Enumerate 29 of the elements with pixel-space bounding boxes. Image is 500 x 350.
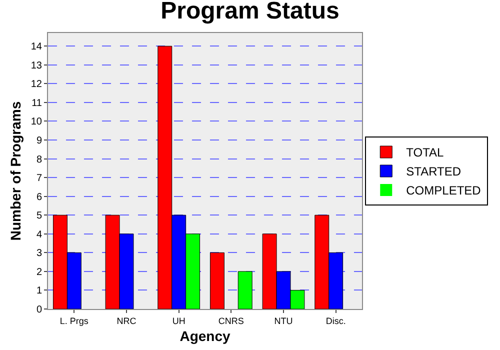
x-tick-label: L. Prgs bbox=[60, 316, 89, 326]
y-tick-label: 8 bbox=[36, 154, 42, 166]
y-tick-label: 3 bbox=[36, 248, 42, 260]
bar bbox=[238, 271, 252, 309]
y-tick-label: 14 bbox=[30, 42, 42, 53]
y-tick-label: 13 bbox=[30, 60, 42, 72]
x-tick-label: UH bbox=[172, 316, 186, 326]
legend-label: STARTED bbox=[406, 164, 462, 179]
y-tick-label: 2 bbox=[36, 266, 42, 278]
y-tick-label: 7 bbox=[36, 173, 42, 184]
x-tick-label: Disc. bbox=[326, 316, 346, 326]
y-tick-label: 9 bbox=[36, 136, 42, 147]
y-tick-label: 6 bbox=[36, 192, 42, 203]
y-tick-label: 4 bbox=[36, 229, 42, 240]
y-tick-label: 0 bbox=[36, 304, 42, 316]
x-tick-label: NRC bbox=[116, 316, 137, 326]
y-tick-label: 11 bbox=[32, 98, 42, 109]
y-tick-label: 10 bbox=[30, 116, 42, 128]
y-tick-label: 12 bbox=[30, 79, 42, 90]
x-axis-title: Agency bbox=[180, 328, 230, 344]
x-tick-label: CNRS bbox=[218, 316, 244, 326]
chart-title: Program Status bbox=[160, 0, 340, 25]
y-axis-title: Number of Programs bbox=[7, 101, 24, 241]
legend-label: COMPLETED bbox=[406, 184, 482, 198]
y-tick-label: 5 bbox=[36, 210, 42, 222]
bar bbox=[210, 252, 224, 309]
legend-label: TOTAL bbox=[406, 146, 444, 160]
x-tick-label: NTU bbox=[274, 316, 293, 326]
y-tick-label: 1 bbox=[36, 286, 42, 297]
